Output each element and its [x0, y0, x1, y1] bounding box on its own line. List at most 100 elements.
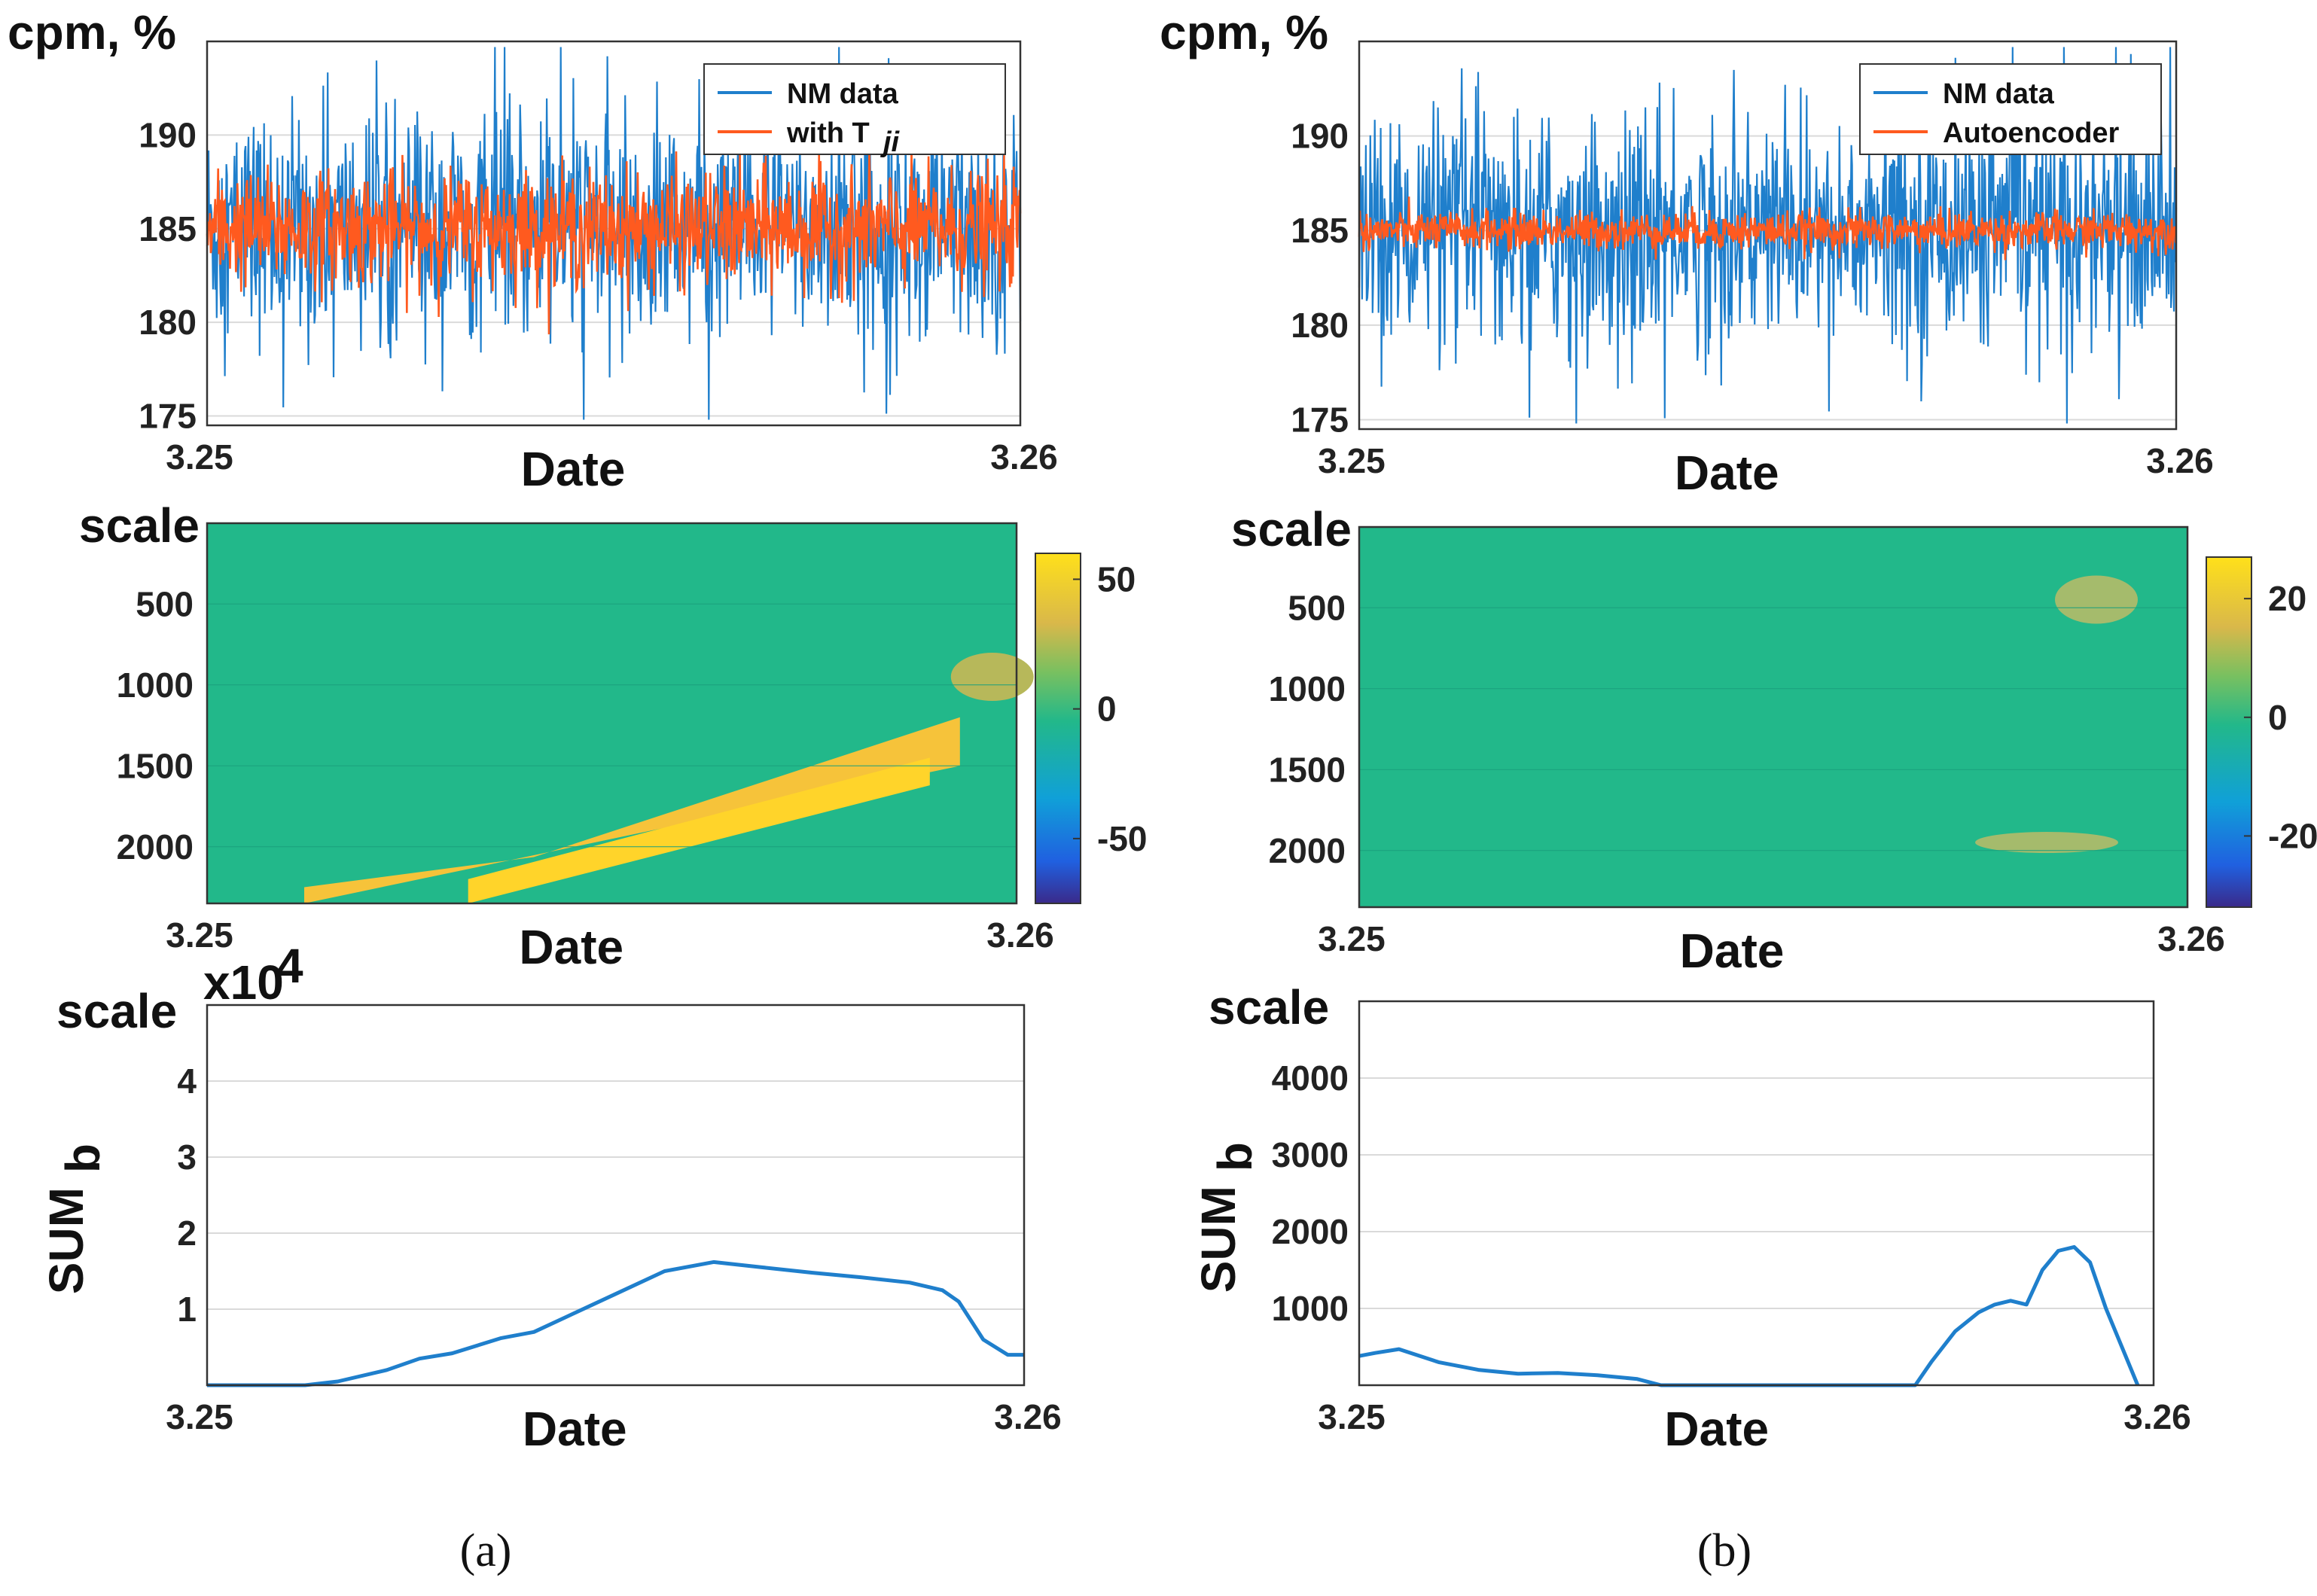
legend-label: with T	[786, 117, 870, 149]
y-axis-label-2: SUM b	[39, 1144, 110, 1294]
x-tick-label: 3.25	[166, 437, 233, 477]
y-tick-label: 2	[177, 1214, 197, 1253]
panel-a1: 175 180 185 190 NM data with T ji cpm, %	[8, 5, 1022, 436]
y-tick-label: 185	[139, 209, 197, 248]
x-axis-label: Date	[519, 920, 623, 974]
y-axis-label-sum: SUM	[1191, 1186, 1245, 1293]
colorbar	[2206, 556, 2252, 908]
x-tick-label: 3.26	[2146, 441, 2214, 480]
y-multiplier-exponent: 4	[276, 939, 303, 993]
y-tick-label: 2000	[1269, 831, 1346, 870]
panel-b2: 500 1000 1500 2000 scale 20 0 -20	[1231, 502, 2317, 909]
y-tick-label: 190	[1291, 117, 1349, 156]
y-axis-label: scale	[1209, 980, 1329, 1034]
legend: NM data with T ji	[703, 63, 1006, 158]
y-axis-label: scale	[79, 498, 200, 553]
legend-box	[1859, 63, 2162, 155]
series-line-0	[206, 47, 1022, 420]
panel-b3: 1000 2000 3000 4000 scale SUM b	[1191, 980, 2155, 1387]
y-tick-label: 175	[1291, 400, 1349, 439]
x-tick-label: 3.26	[2123, 1397, 2191, 1436]
legend-box	[703, 63, 1006, 155]
legend-label: NM data	[787, 78, 899, 110]
x-tick-label: 3.25	[166, 1397, 233, 1436]
colorbar-tick-label: -20	[2268, 816, 2317, 855]
y-multiplier: x10	[203, 955, 284, 1010]
y-tick-label: 180	[139, 303, 197, 342]
y-axis-label: scale	[1231, 502, 1352, 556]
legend-label: Autoencoder	[1943, 117, 2120, 149]
heatmap-band	[304, 717, 960, 903]
y-tick-label: 500	[136, 584, 194, 623]
y-tick-label: 2000	[1272, 1212, 1349, 1251]
legend-label: NM data	[1943, 78, 2055, 110]
panel-b1: 175 180 185 190 NM data Autoencoder cpm, %	[1160, 5, 2178, 439]
colorbar-tick-label: -50	[1097, 819, 1147, 858]
heatmap-blob	[950, 653, 1034, 702]
x-axis-label: Date	[521, 442, 626, 496]
x-tick-label: 3.26	[990, 437, 1058, 477]
y-axis-label-2: SUM b	[1191, 1142, 1262, 1293]
series-line-1	[1358, 196, 2178, 260]
plot-frame	[206, 1004, 1026, 1387]
plot-frame	[206, 522, 1018, 905]
plot-frame	[1358, 525, 2189, 909]
x-tick-label: 3.25	[1318, 1397, 1386, 1436]
y-tick-label: 1000	[1269, 669, 1346, 708]
y-tick-label: 185	[1291, 211, 1349, 250]
y-tick-label: 190	[139, 115, 197, 154]
colorbar	[1035, 553, 1081, 904]
caption-b: (b)	[1697, 1525, 1751, 1576]
x-axis-label: Date	[1675, 446, 1779, 500]
x-tick-label: 3.25	[166, 915, 233, 955]
y-tick-label: 180	[1291, 306, 1349, 345]
y-axis-label: cpm, %	[8, 5, 176, 59]
y-axis-label: cpm, %	[1160, 5, 1328, 59]
x-tick-label: 3.26	[994, 1397, 1062, 1436]
y-tick-label: 4000	[1272, 1058, 1349, 1098]
x-tick-label: 3.25	[1318, 919, 1386, 958]
colorbar-tick-label: 20	[2268, 579, 2306, 618]
sum-line	[207, 1259, 1024, 1387]
y-axis-label: scale	[56, 984, 177, 1038]
colorbar-tick-label: 0	[1097, 690, 1117, 729]
x-tick-label: 3.25	[1318, 441, 1386, 480]
y-tick-label: 1000	[1272, 1289, 1349, 1328]
plot-frame	[1358, 40, 2178, 431]
plot-frame	[206, 40, 1022, 427]
y-tick-label: 1500	[117, 746, 194, 785]
y-tick-label: 2000	[117, 827, 194, 867]
x-tick-label: 3.26	[986, 915, 1054, 955]
plot-frame	[1358, 1000, 2155, 1387]
y-tick-label: 1	[177, 1290, 197, 1329]
x-axis-label: Date	[523, 1402, 627, 1456]
y-axis-label-subscript: b	[1208, 1142, 1262, 1171]
y-tick-label: 500	[1288, 588, 1346, 627]
series-line-0	[1358, 47, 2178, 424]
colorbar-tick-label: 50	[1097, 559, 1136, 598]
legend: NM data Autoencoder	[1859, 63, 2162, 155]
sum-line	[1358, 1244, 2140, 1387]
colorbar-tick-label: 0	[2268, 698, 2288, 737]
y-axis-label-sum: SUM	[39, 1187, 93, 1294]
x-tick-label: 3.26	[2157, 919, 2225, 958]
y-tick-label: 1500	[1269, 750, 1346, 789]
caption-a: (a)	[460, 1525, 512, 1576]
x-axis-label: Date	[1664, 1402, 1769, 1456]
series-line-1	[206, 145, 1022, 335]
legend-label-subscript: ji	[880, 126, 901, 158]
y-tick-label: 4	[177, 1061, 197, 1101]
x-axis-label: Date	[1680, 924, 1785, 978]
y-tick-label: 1000	[117, 666, 194, 705]
y-tick-label: 175	[139, 397, 197, 436]
y-tick-label: 3	[177, 1138, 197, 1177]
heatmap-blob	[2055, 575, 2138, 624]
heatmap-blob	[1975, 832, 2118, 854]
y-tick-label: 3000	[1272, 1135, 1349, 1174]
heatmap-band-core	[468, 757, 930, 903]
y-axis-label-subscript: b	[56, 1144, 110, 1173]
heatmap-background	[207, 523, 1017, 903]
